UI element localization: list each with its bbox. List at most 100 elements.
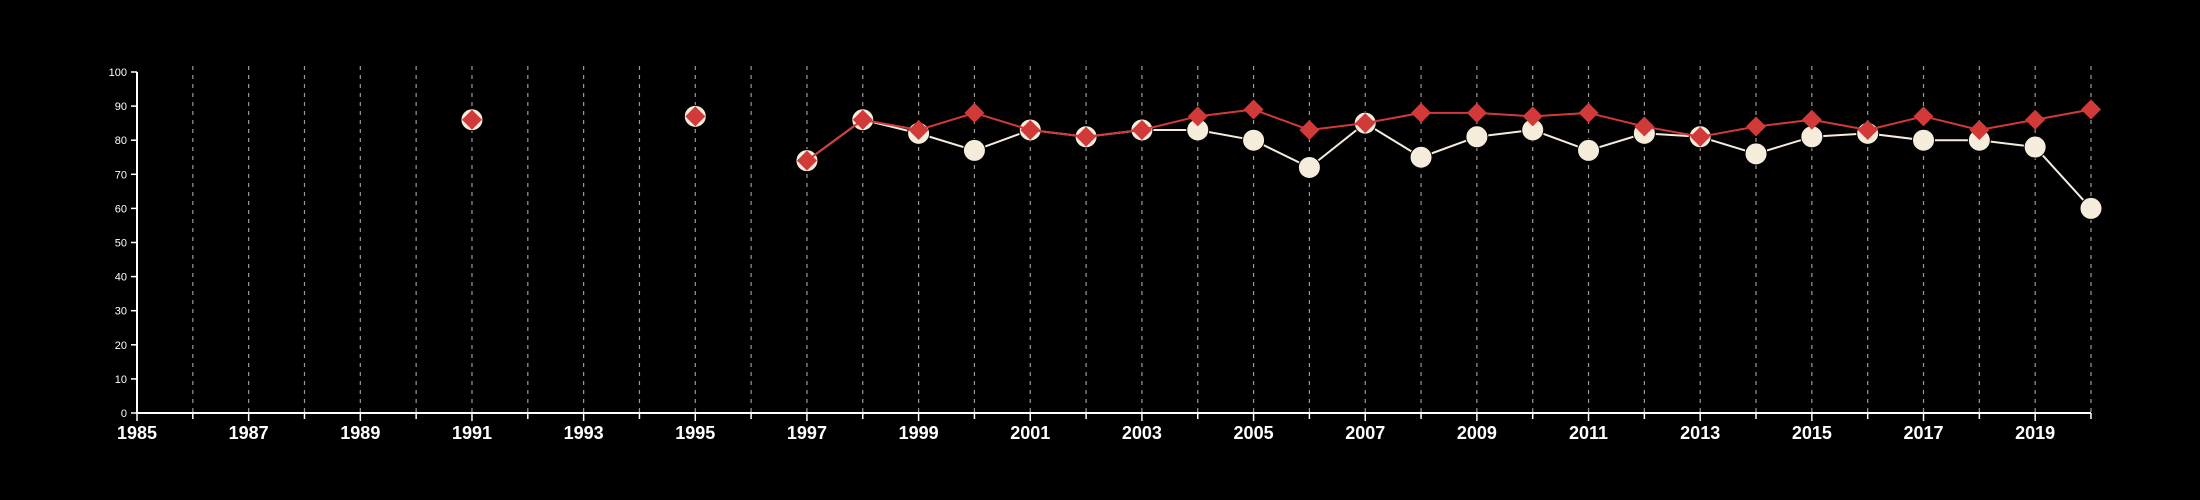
y-tick-label: 20 [115,340,127,352]
y-tick: 10 [115,374,137,386]
series-line-segment [1700,125,1757,138]
x-tick-label: 2001 [1010,423,1050,443]
data-point [1409,145,1433,169]
data-point [2079,196,2103,220]
x-tick: 2001 [1010,413,1050,443]
series [460,99,2103,220]
data-point [1690,126,1711,147]
data-point [1465,125,1489,149]
x-tick: 1997 [787,413,827,443]
data-point [1299,119,1320,140]
data-point [1355,113,1376,134]
data-point [1912,128,1936,152]
series-line-segment [2034,146,2092,210]
x-tick: 1985 [117,413,157,443]
x-tick: 2009 [1457,413,1497,443]
data-point [1466,102,1487,123]
x-tick: 1999 [899,413,939,443]
series-line-segment [1308,122,1366,169]
data-point [461,109,482,130]
x-tick: 2013 [1680,413,1720,443]
data-point [685,106,706,127]
x-tick-label: 1989 [340,423,380,443]
x-tick-label: 2019 [2015,423,2055,443]
series-diamond [461,99,2101,171]
x-tick-label: 2011 [1569,423,1608,443]
series-line-segment [974,111,1031,131]
x-tick-label: 1993 [564,423,604,443]
y-tick: 30 [115,306,137,318]
y-axis-ticks: 0 10 20 30 40 50 60 70 80 90 100 [109,67,137,420]
y-tick-label: 30 [115,306,127,318]
x-tick: 2019 [2015,413,2055,443]
data-point [1578,102,1599,123]
series-line-segment [1141,115,1198,131]
data-point [962,138,986,162]
data-point [1913,106,1934,127]
data-point [2025,109,2046,130]
x-tick-label: 1991 [452,423,492,443]
data-point [1131,119,1152,140]
data-point [1411,102,1432,123]
y-tick: 100 [109,67,137,79]
series-line-segment [1644,125,1701,138]
series-line-segment [1979,118,2036,131]
x-axis-ticks: 1985 1987 1989 1991 1993 1995 1997 1999 2001 2003… [117,413,2092,443]
series-circle [460,104,2103,220]
data-point [1076,126,1097,147]
x-tick-label: 1999 [899,423,939,443]
x-tick: 1995 [675,413,715,443]
y-tick: 70 [115,169,137,181]
data-point [2023,135,2047,159]
x-tick-label: 1987 [229,423,269,443]
x-tick-label: 2009 [1457,423,1497,443]
x-tick: 2017 [1903,413,1944,443]
y-tick: 80 [115,135,137,147]
y-tick-label: 100 [109,67,127,79]
x-tick-label: 1995 [675,423,715,443]
series-line-segment [806,118,864,162]
x-tick-label: 2017 [1903,423,1943,443]
series-line-segment [1811,118,1868,131]
x-tick: 1991 [452,413,492,443]
y-tick-label: 40 [115,272,127,284]
data-point [1242,128,1266,152]
x-tick: 2011 [1569,413,1608,443]
axes [136,72,2091,414]
data-point [1187,106,1208,127]
data-point [1577,138,1601,162]
data-point [1020,119,1041,140]
x-tick: 2003 [1122,413,1162,443]
series-line-segment [1085,128,1143,138]
x-tick: 2007 [1345,413,1385,443]
data-point [852,109,873,130]
y-tick: 20 [115,340,137,352]
data-point [1857,119,1878,140]
y-tick: 90 [115,101,137,113]
x-tick-label: 2005 [1234,423,1274,443]
series-line-segment [1253,108,1310,131]
series-line-segment [918,111,975,131]
data-point [1746,116,1767,137]
data-point [2081,99,2101,120]
data-point [796,150,817,171]
data-point [1801,109,1822,130]
y-tick-label: 80 [115,135,127,147]
series-line-segment [1755,118,1812,128]
series-line-segment [2034,108,2092,121]
series-line-segment [1923,115,1980,131]
x-tick-label: 2007 [1345,423,1385,443]
y-tick: 60 [115,203,137,215]
data-point [1522,106,1543,127]
x-tick: 1993 [564,413,604,443]
series-line-segment [862,118,919,131]
x-tick-label: 2015 [1792,423,1832,443]
x-tick: 2005 [1234,413,1274,443]
x-tick-label: 1997 [787,423,827,443]
data-point [1297,155,1321,179]
data-point [1634,116,1655,137]
data-point [1744,142,1768,166]
y-tick: 40 [115,272,137,284]
series-line-segment [1588,111,1645,128]
